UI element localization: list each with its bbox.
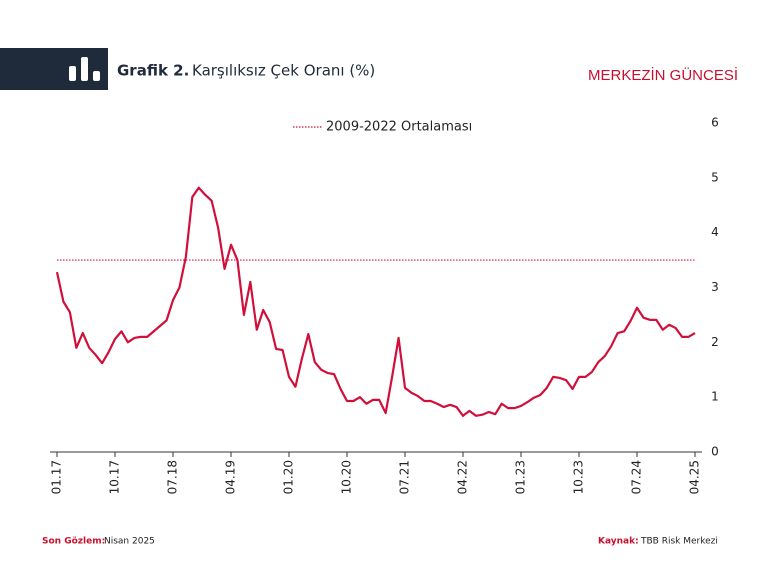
- observation: Nisan 2025: [104, 537, 155, 547]
- y-tick-label: 4: [711, 225, 719, 239]
- x-tick-label: 01.17: [50, 460, 64, 494]
- y-tick-label: 2: [711, 335, 719, 349]
- y-tick-label: 3: [711, 280, 719, 294]
- figure-label: Grafik 2.: [117, 62, 189, 80]
- y-tick-label: 1: [711, 390, 719, 404]
- chart-icon: [69, 57, 100, 81]
- data-line: [55, 186, 696, 417]
- header-band: [0, 48, 108, 90]
- y-tick-label: 6: [711, 116, 719, 130]
- x-tick-label: 10.23: [572, 460, 586, 494]
- x-tick-label: 07.18: [166, 460, 180, 494]
- x-tick-label: 07.21: [398, 460, 412, 494]
- y-tick-label: 0: [711, 445, 719, 459]
- observation-label: Son Gözlem:: [42, 537, 105, 547]
- legend-label: 2009-2022 Ortalaması: [326, 120, 472, 135]
- x-tick-label: 10.17: [108, 460, 122, 494]
- x-tick-label: 07.24: [630, 460, 644, 494]
- chart-title: Karşılıksız Çek Oranı (%): [192, 62, 375, 80]
- x-tick-label: 04.22: [456, 460, 470, 494]
- brand: MERKEZİN GÜNCESİ: [588, 66, 738, 84]
- x-tick-label: 04.25: [688, 460, 702, 494]
- x-tick-label: 04.19: [224, 460, 238, 494]
- source: TBB Risk Merkezi: [640, 537, 718, 547]
- x-tick-label: 01.20: [282, 460, 296, 494]
- source-label: Kaynak:: [598, 537, 639, 547]
- x-tick-label: 01.23: [514, 460, 528, 494]
- x-tick-label: 10.20: [340, 460, 354, 494]
- y-tick-label: 5: [711, 170, 719, 184]
